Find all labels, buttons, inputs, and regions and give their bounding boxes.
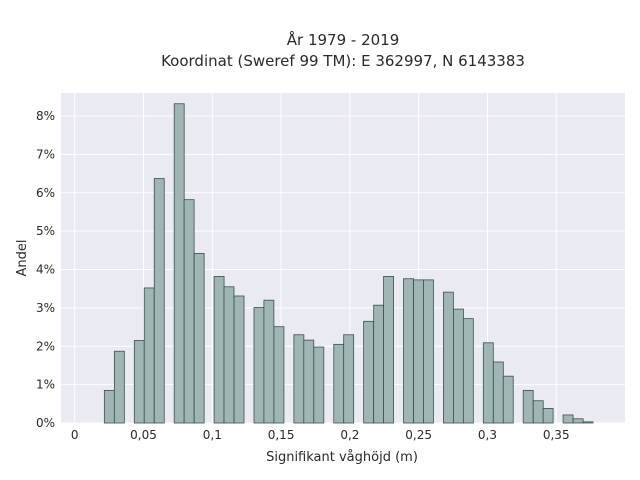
histogram-bar xyxy=(153,178,165,424)
histogram-bar xyxy=(173,103,185,424)
histogram-bar xyxy=(133,340,145,424)
histogram-bar xyxy=(443,291,454,424)
y-axis-label: Andel xyxy=(15,240,30,277)
y-tick-label: 3% xyxy=(36,301,55,315)
histogram-bar xyxy=(103,389,115,424)
histogram-bar xyxy=(542,408,554,424)
histogram-bar xyxy=(293,334,305,424)
y-tick-label: 6% xyxy=(36,186,55,200)
y-tick-label: 8% xyxy=(36,109,55,123)
histogram-bar xyxy=(313,346,325,424)
x-tick-label: 0 xyxy=(71,428,79,442)
histogram-bar xyxy=(223,286,235,424)
histogram-bar xyxy=(423,279,434,424)
histogram-bar xyxy=(572,418,584,424)
x-axis-ticks: 0 0,05 0,1 0,15 0,2 0,25 0,3 0,35 xyxy=(71,428,570,442)
histogram-bar xyxy=(462,318,474,424)
bars xyxy=(103,103,594,424)
y-axis-ticks: 0% 1% 2% 3% 4% 5% 6% 7% 8% xyxy=(36,109,55,430)
histogram-bar xyxy=(492,361,504,424)
histogram-bar xyxy=(453,308,464,424)
histogram-bar xyxy=(413,279,424,424)
y-tick-label: 0% xyxy=(36,416,55,430)
histogram-bar xyxy=(363,320,375,424)
histogram-bar xyxy=(562,414,574,424)
histogram-bar xyxy=(333,343,345,424)
chart-title-line2: Koordinat (Sweref 99 TM): E 362997, N 61… xyxy=(161,52,525,70)
histogram-bar xyxy=(482,342,494,424)
x-tick-label: 0,1 xyxy=(203,428,222,442)
histogram-bar xyxy=(532,400,544,424)
histogram-bar xyxy=(213,276,225,424)
histogram-bar xyxy=(373,304,385,424)
histogram-bar xyxy=(193,252,205,424)
histogram-bar xyxy=(383,276,394,424)
histogram-bar xyxy=(343,334,355,424)
histogram-bar xyxy=(582,421,594,424)
x-tick-label: 0,3 xyxy=(478,428,497,442)
histogram-bar xyxy=(522,389,534,424)
x-axis-label: Signifikant våghöjd (m) xyxy=(266,450,418,465)
y-tick-label: 2% xyxy=(36,339,55,353)
histogram-bar xyxy=(263,299,275,424)
x-tick-label: 0,15 xyxy=(268,428,295,442)
histogram-bar xyxy=(273,326,285,424)
histogram-bar xyxy=(253,307,265,424)
x-tick-label: 0,05 xyxy=(130,428,157,442)
histogram-bar xyxy=(303,339,315,424)
y-tick-label: 5% xyxy=(36,224,55,238)
x-tick-label: 0,35 xyxy=(543,428,570,442)
histogram-bar xyxy=(233,295,245,424)
histogram-bar xyxy=(143,287,155,424)
chart-title-line1: År 1979 - 2019 xyxy=(287,30,400,49)
histogram-bar xyxy=(113,350,125,424)
histogram-bar xyxy=(403,278,414,424)
y-tick-label: 4% xyxy=(36,263,55,277)
histogram-bar xyxy=(183,199,195,424)
histogram-bar xyxy=(502,375,514,424)
y-tick-label: 7% xyxy=(36,147,55,161)
y-tick-label: 1% xyxy=(36,378,55,392)
x-tick-label: 0,2 xyxy=(340,428,359,442)
x-tick-label: 0,25 xyxy=(405,428,432,442)
